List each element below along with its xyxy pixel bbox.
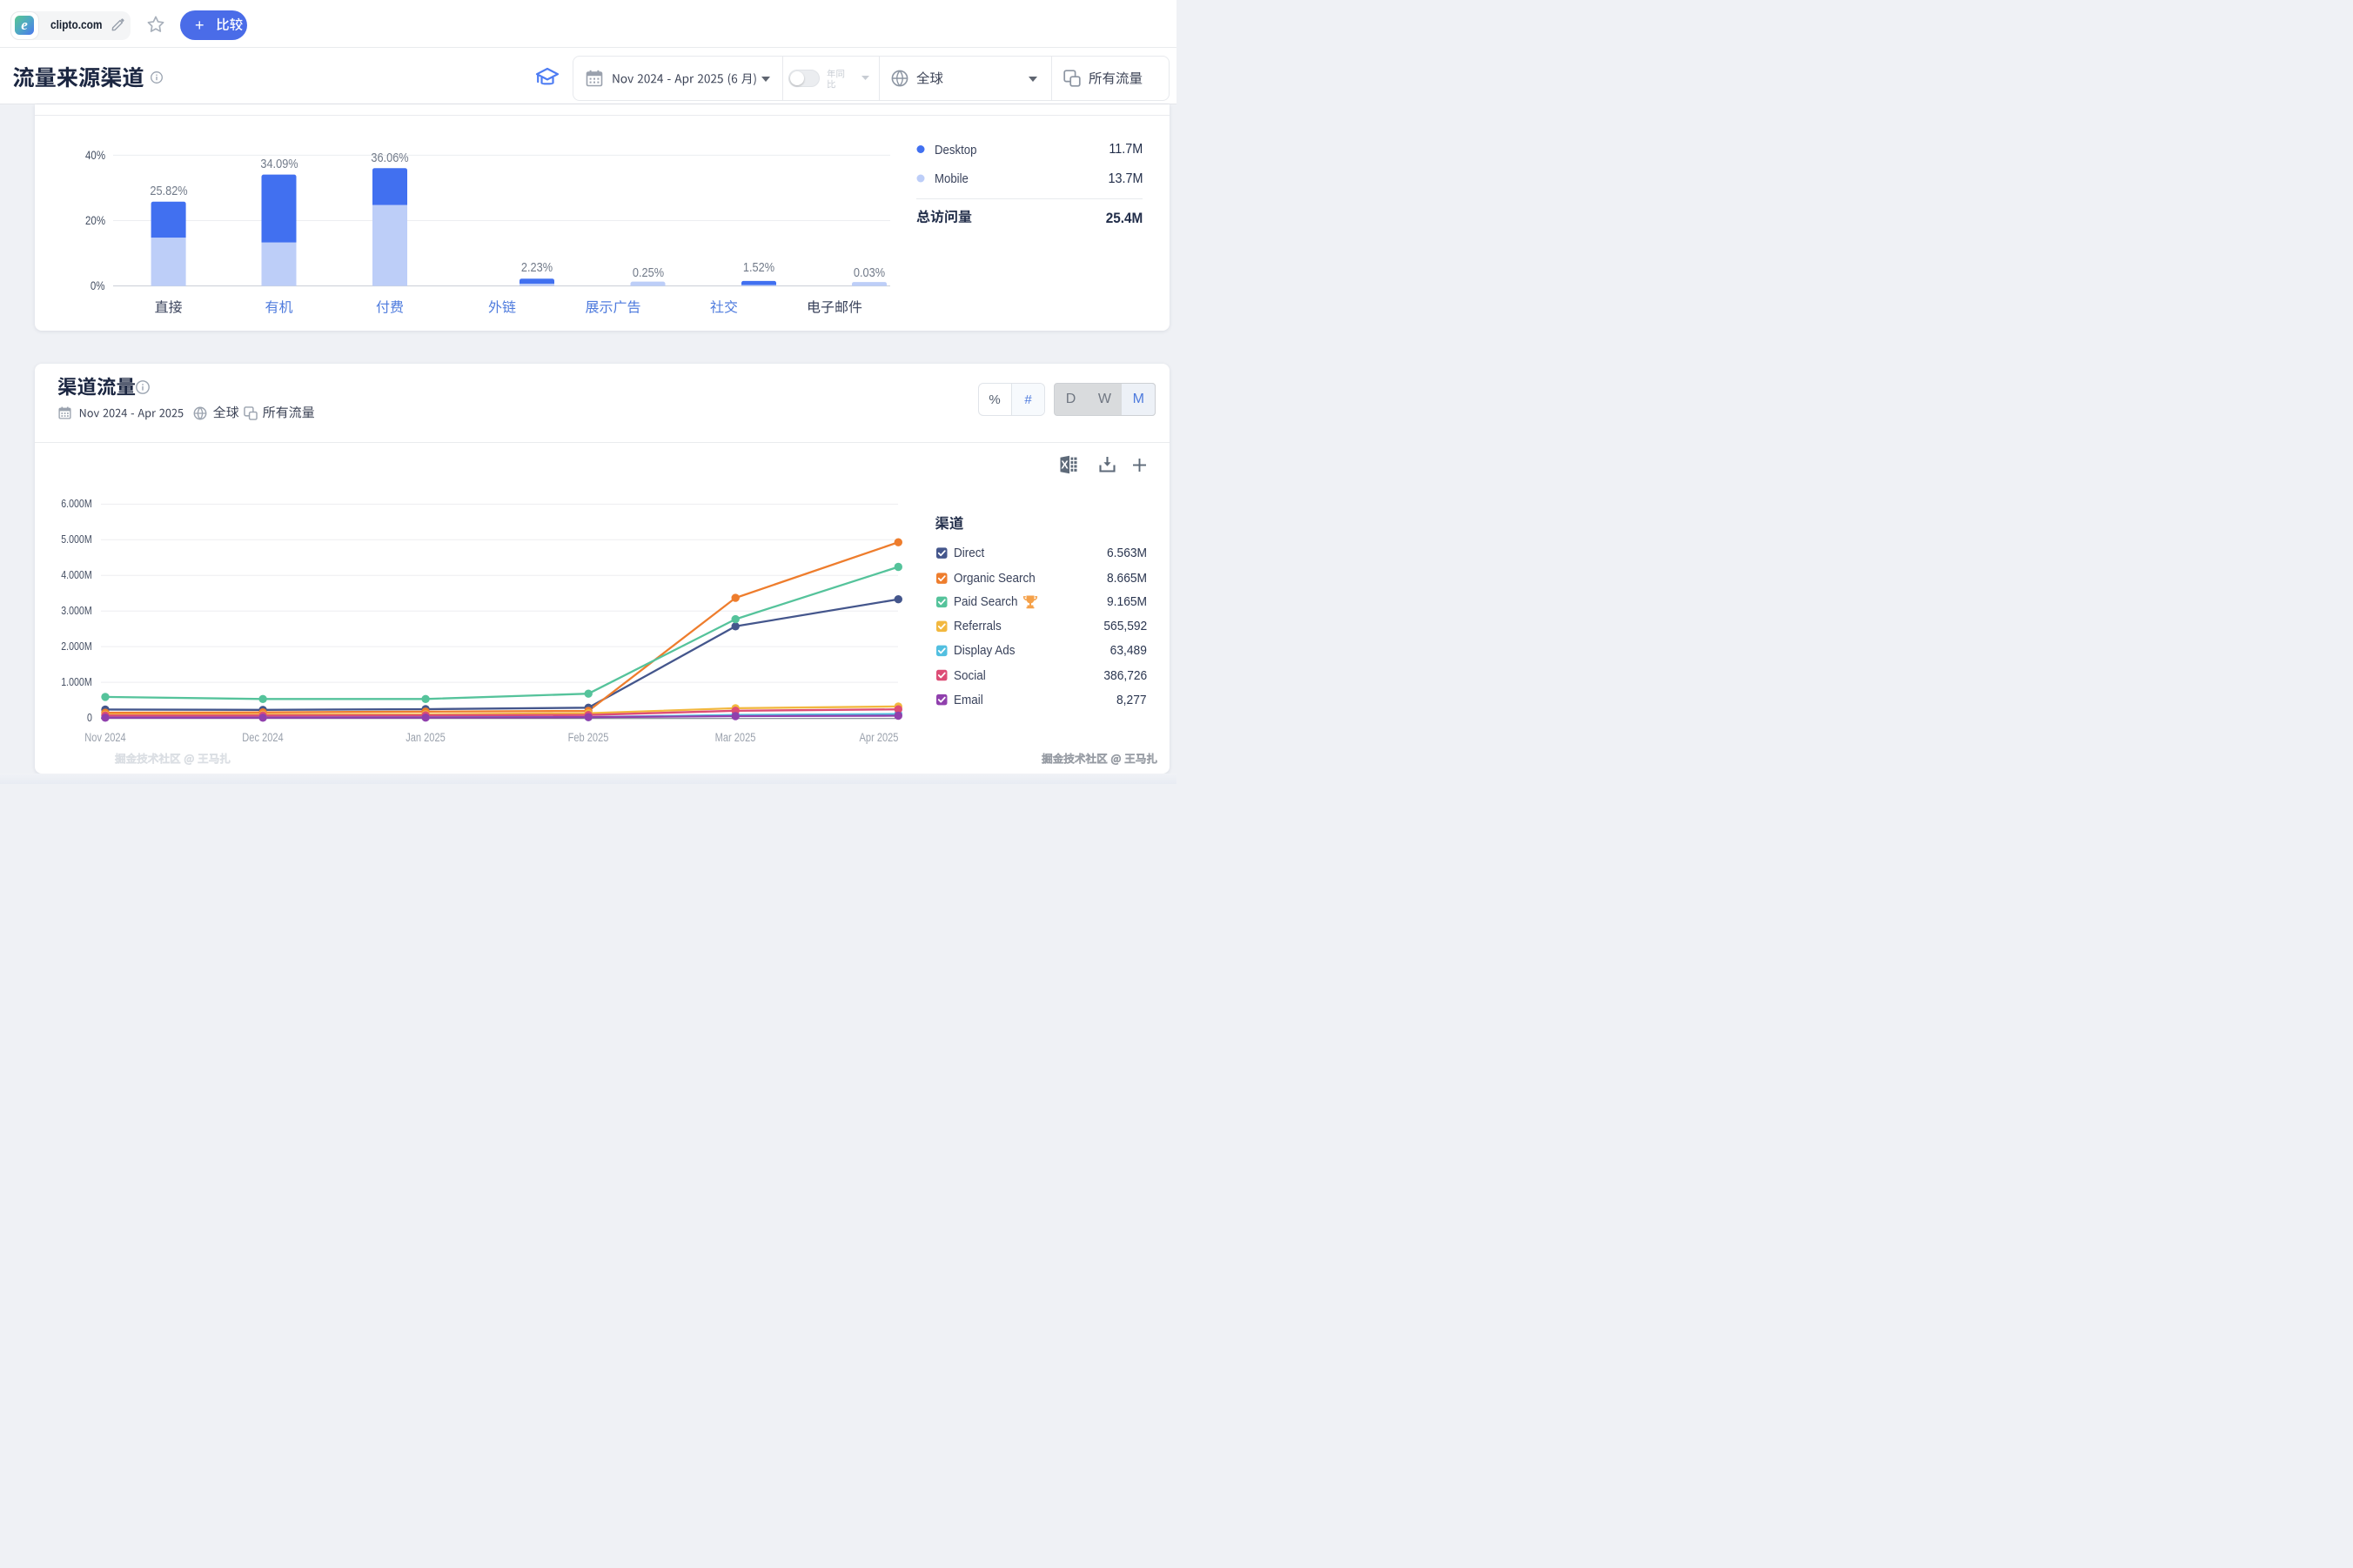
svg-text:X: X [1061, 459, 1069, 472]
svg-text:e: e [21, 17, 28, 33]
